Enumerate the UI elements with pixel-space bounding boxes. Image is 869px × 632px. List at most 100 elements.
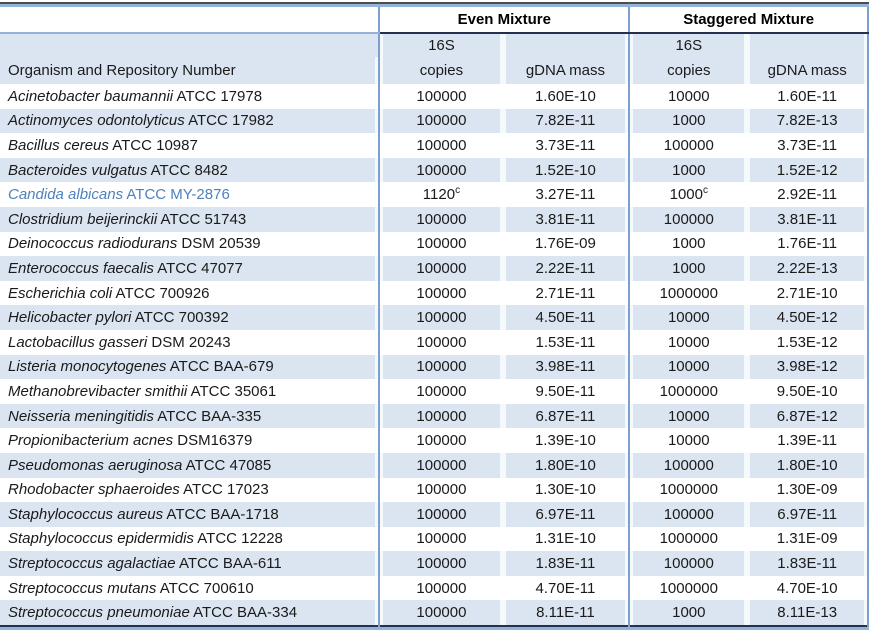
- staggered-gdna-cell: 3.73E-11: [747, 133, 869, 158]
- even-copies-cell: 100000: [378, 157, 503, 183]
- organism-cell: Rhodobacter sphaeroides ATCC 17023: [0, 478, 379, 503]
- repository-number: ATCC BAA-679: [166, 358, 274, 376]
- organism-name: Staphylococcus epidermidis: [8, 530, 194, 548]
- staggered-gdna-cell: 4.50E-12: [747, 305, 869, 330]
- staggered-copies-cell: 1000: [628, 600, 748, 627]
- even-gdna-header: gDNA mass: [502, 57, 630, 84]
- staggered-gdna-cell: 6.87E-12: [747, 403, 869, 429]
- repository-number: ATCC MY-2876: [123, 186, 230, 204]
- repository-number: DSM16379: [173, 432, 253, 450]
- staggered-copies-cell: 1000: [628, 231, 748, 257]
- table-row: Neisseria meningitidis ATCC BAA-335 10000…: [0, 403, 869, 429]
- staggered-gdna-cell: 4.70E-10: [747, 575, 869, 601]
- organism-cell: Listeria monocytogenes ATCC BAA-679: [0, 354, 380, 380]
- header-blank-cell: [0, 33, 380, 57]
- table-row: Deinococcus radiodurans DSM 20539 100000 1…: [0, 231, 869, 257]
- staggered-gdna-cell: 1.80E-10: [747, 452, 869, 478]
- organism-name: Streptococcus pneumoniae: [8, 604, 190, 622]
- staggered-copies-cell: 10000: [628, 403, 748, 429]
- repository-number: ATCC 47085: [182, 456, 272, 474]
- organism-cell: Actinomyces odontolyticus ATCC 17982: [0, 108, 380, 134]
- table-row: Enterococcus faecalis ATCC 47077 100000 2.…: [0, 256, 869, 281]
- staggered-copies-cell: 1000000: [628, 477, 748, 503]
- table-row: Streptococcus pneumoniae ATCC BAA-334 100…: [0, 600, 869, 627]
- staggered-copies-header: copies: [628, 57, 748, 84]
- repository-number: ATCC BAA-335: [153, 407, 262, 425]
- organism-cell: Bacillus cereus ATCC 10987: [0, 133, 379, 158]
- repository-number: ATCC 8482: [147, 161, 228, 179]
- even-gdna-cell: 7.82E-11: [502, 108, 630, 134]
- organism-name: Pseudomonas aeruginosa: [8, 456, 183, 474]
- staggered-copies-cell: 10000: [628, 428, 748, 453]
- staggered-gdna-cell: 1.83E-11: [747, 551, 869, 576]
- even-copies-cell: 100000: [378, 526, 503, 552]
- even-16s-header: 16S: [378, 33, 503, 57]
- even-copies-cell: 100000: [378, 477, 503, 503]
- organism-cell: Pseudomonas aeruginosa ATCC 47085: [0, 452, 380, 478]
- staggered-gdna-cell: 1.52E-12: [747, 157, 869, 183]
- organism-name: Lactobacillus gasseri: [8, 333, 148, 351]
- organism-cell: Staphylococcus aureus ATCC BAA-1718: [0, 502, 380, 527]
- staggered-copies-cell: 1000000: [628, 379, 748, 404]
- even-copies-cell: 100000: [378, 600, 503, 627]
- header-blank-cell: [747, 33, 869, 57]
- even-gdna-cell: 1.52E-10: [502, 157, 630, 183]
- staggered-gdna-cell: 3.81E-11: [747, 206, 869, 232]
- even-gdna-cell: 1.60E-10: [503, 84, 630, 109]
- staggered-gdna-cell: 1.53E-12: [747, 329, 869, 355]
- staggered-gdna-cell: 7.82E-13: [747, 108, 869, 134]
- organism-name: Streptococcus mutans: [8, 579, 157, 597]
- organism-cell: Neisseria meningitidis ATCC BAA-335: [0, 403, 380, 429]
- organism-name: Staphylococcus aureus: [8, 505, 164, 523]
- repository-number: ATCC BAA-611: [175, 555, 282, 573]
- header-blank-cell: [0, 5, 380, 34]
- table-row: Helicobacter pylori ATCC 700392 100000 4.5…: [0, 305, 869, 330]
- table-row: Lactobacillus gasseri DSM 20243 100000 1.5…: [0, 329, 869, 355]
- table-row: Pseudomonas aeruginosa ATCC 47085 100000 1…: [0, 452, 869, 478]
- even-gdna-cell: 2.22E-11: [502, 256, 630, 281]
- even-copies-cell: 100000: [378, 280, 503, 306]
- staggered-copies-cell: 10000: [628, 305, 748, 330]
- even-gdna-cell: 1.83E-11: [502, 551, 630, 576]
- even-copies-cell: 100000: [378, 256, 503, 281]
- even-gdna-cell: 3.81E-11: [502, 206, 630, 232]
- staggered-copies-cell: 1000000: [628, 280, 748, 306]
- organism-name: Bacillus cereus: [8, 136, 109, 154]
- organism-cell: Streptococcus mutans ATCC 700610: [0, 576, 379, 601]
- organism-cell: Bacteroides vulgatus ATCC 8482: [0, 157, 380, 183]
- even-copies-cell: 100000: [378, 231, 503, 257]
- even-gdna-cell: 1.76E-09: [503, 232, 630, 257]
- even-gdna-cell: 6.87E-11: [502, 403, 630, 429]
- repository-number: ATCC 47077: [153, 259, 243, 277]
- staggered-copies-cell: 10000: [628, 354, 748, 380]
- organism-cell: Propionibacterium acnes DSM16379: [0, 428, 379, 453]
- organism-cell: Methanobrevibacter smithii ATCC 35061: [0, 379, 379, 404]
- organism-cell: Enterococcus faecalis ATCC 47077: [0, 256, 380, 281]
- repository-number: ATCC 35061: [187, 382, 277, 400]
- table-row: Acinetobacter baumannii ATCC 17978 100000…: [0, 84, 869, 109]
- even-gdna-cell: 4.50E-11: [502, 305, 630, 330]
- even-copies-cell: 1120c: [378, 182, 503, 207]
- repository-number: ATCC 700926: [112, 284, 210, 302]
- header-row-16s: 16S 16S: [0, 33, 869, 57]
- organism-name: Streptococcus agalactiae: [8, 555, 176, 573]
- table-row: Streptococcus mutans ATCC 700610 100000 4.…: [0, 575, 869, 601]
- organism-cell: Clostridium beijerinckii ATCC 51743: [0, 206, 380, 232]
- repository-number: ATCC 700610: [156, 579, 254, 597]
- even-gdna-cell: 8.11E-11: [502, 600, 630, 627]
- staggered-gdna-header: gDNA mass: [747, 57, 869, 84]
- table-row: Bacillus cereus ATCC 10987 100000 3.73E-11…: [0, 133, 869, 158]
- header-blank-cell: [502, 33, 630, 57]
- header-row-columns: Organism and Repository Number copies gD…: [0, 57, 869, 84]
- organism-name: Clostridium beijerinckii: [8, 210, 158, 228]
- organism-name: Rhodobacter sphaeroides: [8, 481, 180, 499]
- staggered-copies-cell: 1000000: [628, 526, 748, 552]
- repository-number: ATCC 51743: [157, 210, 247, 228]
- staggered-mixture-header: Staggered Mixture: [628, 5, 869, 34]
- even-gdna-cell: 9.50E-11: [503, 379, 630, 404]
- even-copies-cell: 100000: [378, 329, 503, 355]
- mock-community-table: Even Mixture Staggered Mixture 16S 16S O…: [0, 4, 869, 628]
- table-row: Clostridium beijerinckii ATCC 51743 10000…: [0, 206, 869, 232]
